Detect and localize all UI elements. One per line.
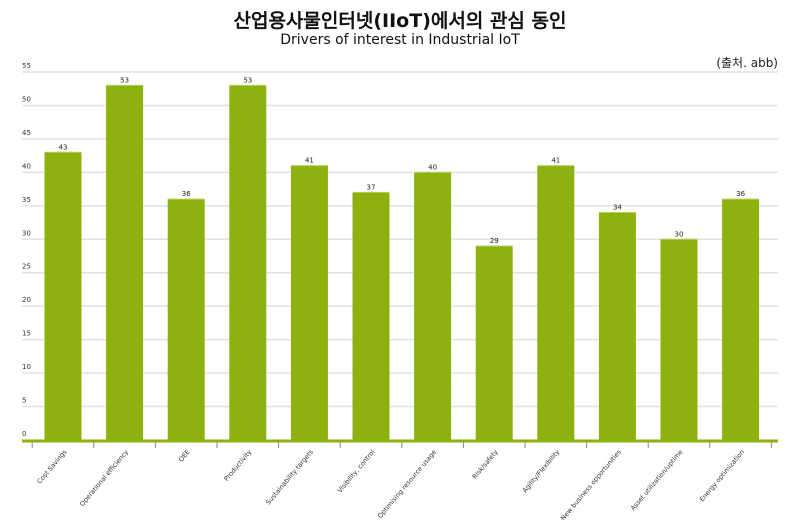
x-tick-label: New business opportunities [559, 448, 623, 522]
data-label: 53 [120, 76, 129, 84]
x-tick-label: Agility/Flexibility [521, 448, 562, 494]
x-tick-label: Cost Savings [35, 448, 68, 486]
y-tick-label: 40 [22, 162, 31, 170]
x-tick-label: Energy optimization [698, 448, 746, 503]
y-tick-label: 50 [22, 95, 31, 103]
data-label: 34 [613, 204, 622, 212]
bar [229, 85, 267, 440]
y-tick-label: 20 [22, 296, 31, 304]
bar [414, 172, 452, 440]
y-tick-label: 25 [22, 263, 31, 271]
chart-title: 산업용사물인터넷(IIoT)에서의 관심 동인 [233, 10, 567, 32]
y-tick-label: 15 [22, 330, 31, 338]
data-label: 53 [243, 76, 252, 84]
bar [44, 152, 82, 441]
data-label: 36 [182, 190, 191, 198]
data-label: 37 [367, 183, 376, 191]
bar [598, 212, 636, 440]
y-tick-label: 45 [22, 129, 31, 137]
bar [290, 165, 328, 440]
x-tick-label: Productivity [222, 448, 253, 483]
data-label: 43 [59, 143, 68, 151]
y-tick-label: 0 [22, 430, 26, 438]
data-label: 40 [428, 163, 437, 171]
bar [167, 199, 205, 440]
data-label: 36 [736, 190, 745, 198]
x-tick-label: Asset utilization/uptime [629, 448, 685, 512]
y-tick-label: 55 [22, 62, 31, 70]
bar [722, 199, 760, 440]
x-tick-label: Risk/safety [471, 448, 500, 481]
x-tick-label: OEE [177, 448, 192, 463]
data-label: 30 [675, 230, 684, 238]
source-note: (출처. abb) [716, 56, 778, 70]
bar [352, 192, 390, 440]
bar [660, 239, 698, 440]
bar [475, 245, 513, 440]
data-label: 29 [490, 237, 499, 245]
y-tick-label: 5 [22, 397, 26, 405]
data-label: 41 [551, 157, 560, 165]
x-tick-label: Optimising resource usage [376, 448, 438, 520]
chart-subtitle: Drivers of interest in Industrial IoT [280, 32, 520, 48]
y-tick-label: 30 [22, 229, 31, 237]
bar [537, 165, 575, 440]
x-tick-label: Visibility, control [336, 448, 377, 495]
data-label: 41 [305, 157, 314, 165]
x-tick-label: Sustainability targets [264, 448, 315, 507]
x-tick-label: Operational efficiency [78, 448, 130, 508]
y-tick-label: 10 [22, 363, 31, 371]
bar [106, 85, 144, 440]
y-tick-label: 35 [22, 196, 31, 204]
